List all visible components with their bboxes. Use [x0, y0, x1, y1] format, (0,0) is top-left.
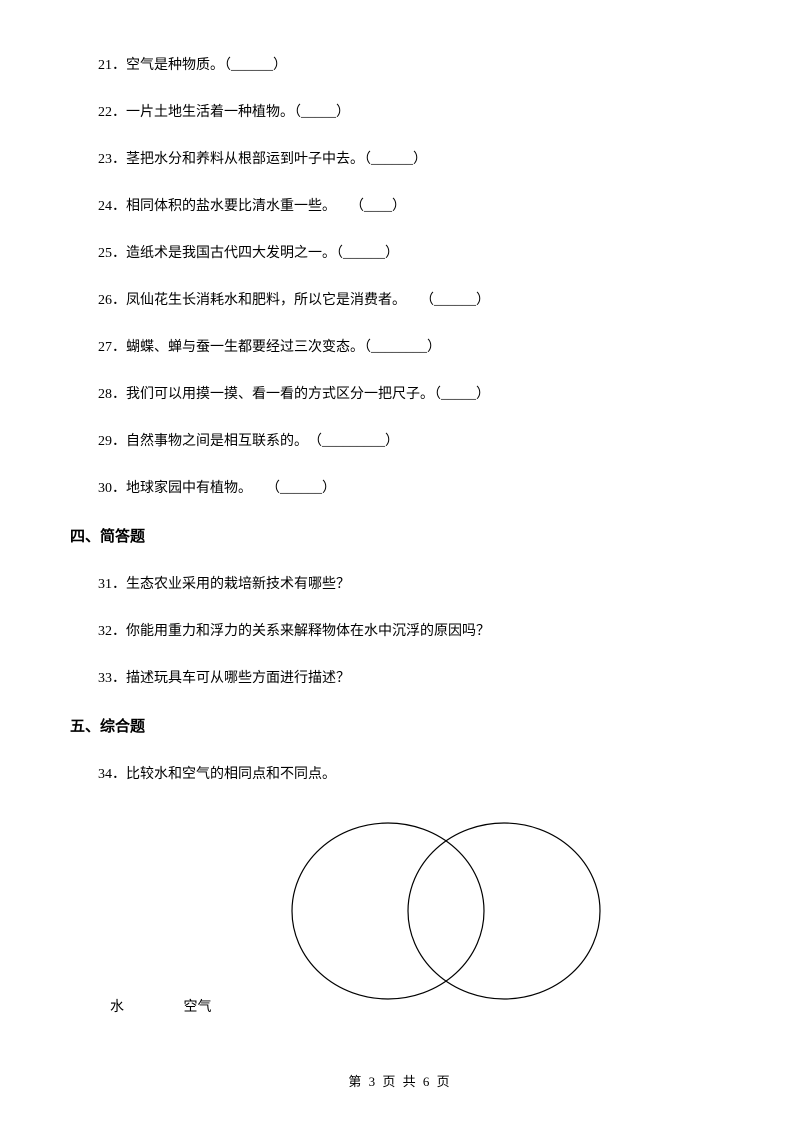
question-31: 31．生态农业采用的栽培新技术有哪些？ — [70, 574, 730, 595]
question-text: 凤仙花生长消耗水和肥料，所以它是消费者。 （______） — [126, 293, 490, 308]
question-22: 22．一片土地生活着一种植物。（_____） — [70, 102, 730, 123]
venn-circle-right — [408, 823, 600, 999]
question-number: 26 — [98, 293, 112, 308]
question-text: 一片土地生活着一种植物。（_____） — [126, 105, 350, 120]
question-24: 24．相同体积的盐水要比清水重一些。 （____） — [70, 196, 730, 217]
venn-labels: 水 空气 — [110, 996, 212, 1016]
question-text: 造纸术是我国古代四大发明之一。（______） — [126, 246, 399, 261]
question-27: 27．蝴蝶、蝉与蚕一生都要经过三次变态。（________） — [70, 337, 730, 358]
venn-circle-left — [292, 823, 484, 999]
venn-diagram — [280, 811, 620, 1021]
section-5-heading: 五、综合题 — [70, 715, 730, 736]
question-text: 地球家园中有植物。 （______） — [126, 481, 336, 496]
question-number: 28 — [98, 387, 112, 402]
question-text: 茎把水分和养料从根部运到叶子中去。（______） — [126, 152, 427, 167]
question-number: 32 — [98, 624, 112, 639]
question-26: 26．凤仙花生长消耗水和肥料，所以它是消费者。 （______） — [70, 290, 730, 311]
question-33: 33．描述玩具车可从哪些方面进行描述？ — [70, 668, 730, 689]
question-text: 你能用重力和浮力的关系来解释物体在水中沉浮的原因吗？ — [126, 624, 490, 639]
question-number: 33 — [98, 671, 112, 686]
page-content: 21．空气是种物质。（______） 22．一片土地生活着一种植物。（_____… — [0, 0, 800, 1041]
question-text: 自然事物之间是相互联系的。 （_________） — [126, 434, 399, 449]
question-number: 23 — [98, 152, 112, 167]
venn-label-water: 水 — [110, 996, 124, 1016]
question-number: 30 — [98, 481, 112, 496]
question-number: 22 — [98, 105, 112, 120]
page-footer: 第 3 页 共 6 页 — [0, 1071, 800, 1090]
question-text: 空气是种物质。（______） — [126, 58, 287, 73]
venn-diagram-container: 水 空气 — [70, 811, 730, 1041]
question-29: 29．自然事物之间是相互联系的。 （_________） — [70, 431, 730, 452]
question-text: 我们可以用摸一摸、看一看的方式区分一把尺子。（_____） — [126, 387, 490, 402]
question-text: 蝴蝶、蝉与蚕一生都要经过三次变态。（________） — [126, 340, 441, 355]
question-number: 29 — [98, 434, 112, 449]
comprehensive-questions: 34．比较水和空气的相同点和不同点。 — [70, 764, 730, 785]
question-text: 描述玩具车可从哪些方面进行描述？ — [126, 671, 350, 686]
question-number: 31 — [98, 577, 112, 592]
question-30: 30．地球家园中有植物。 （______） — [70, 478, 730, 499]
question-text: 相同体积的盐水要比清水重一些。 （____） — [126, 199, 406, 214]
question-25: 25．造纸术是我国古代四大发明之一。（______） — [70, 243, 730, 264]
question-number: 34 — [98, 767, 112, 782]
question-21: 21．空气是种物质。（______） — [70, 55, 730, 76]
venn-label-air: 空气 — [184, 996, 212, 1016]
question-text: 比较水和空气的相同点和不同点。 — [126, 767, 336, 782]
short-answer-questions: 31．生态农业采用的栽培新技术有哪些？ 32．你能用重力和浮力的关系来解释物体在… — [70, 574, 730, 689]
question-number: 21 — [98, 58, 112, 73]
section-4-heading: 四、简答题 — [70, 525, 730, 546]
true-false-questions: 21．空气是种物质。（______） 22．一片土地生活着一种植物。（_____… — [70, 55, 730, 499]
question-number: 25 — [98, 246, 112, 261]
question-34: 34．比较水和空气的相同点和不同点。 — [70, 764, 730, 785]
question-32: 32．你能用重力和浮力的关系来解释物体在水中沉浮的原因吗？ — [70, 621, 730, 642]
question-number: 27 — [98, 340, 112, 355]
question-text: 生态农业采用的栽培新技术有哪些？ — [126, 577, 350, 592]
question-23: 23．茎把水分和养料从根部运到叶子中去。（______） — [70, 149, 730, 170]
question-number: 24 — [98, 199, 112, 214]
question-28: 28．我们可以用摸一摸、看一看的方式区分一把尺子。（_____） — [70, 384, 730, 405]
